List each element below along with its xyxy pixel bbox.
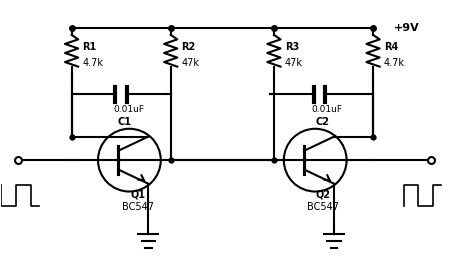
Text: R3: R3	[285, 42, 299, 52]
Text: 47k: 47k	[181, 58, 199, 68]
Text: BC547: BC547	[308, 202, 340, 212]
Text: +9V: +9V	[393, 23, 420, 33]
Text: 4.7k: 4.7k	[384, 58, 405, 68]
Text: R4: R4	[384, 42, 398, 52]
Text: 0.01uF: 0.01uF	[311, 105, 342, 114]
Text: BC547: BC547	[122, 202, 154, 212]
Text: 47k: 47k	[285, 58, 303, 68]
Text: Q1: Q1	[130, 189, 145, 199]
Text: R2: R2	[181, 42, 196, 52]
Text: R1: R1	[82, 42, 96, 52]
Text: 0.01uF: 0.01uF	[113, 105, 144, 114]
Text: Q2: Q2	[316, 189, 331, 199]
Text: 4.7k: 4.7k	[82, 58, 103, 68]
Text: C1: C1	[117, 117, 131, 128]
Text: C2: C2	[315, 117, 329, 128]
